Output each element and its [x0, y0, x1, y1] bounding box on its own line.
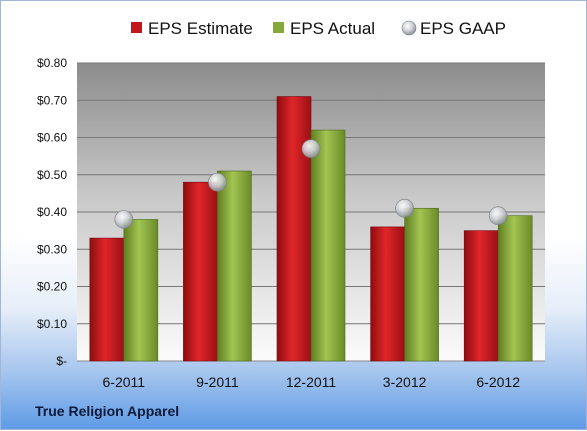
legend-swatch-estimate — [131, 22, 142, 33]
y-axis: $- $0.10 $0.20 $0.30 $0.40 $0.50 $0.60 $0.70 $0.… — [37, 56, 67, 368]
x-tick-label: 6-2011 — [103, 374, 146, 390]
legend-label: EPS Estimate — [148, 19, 253, 38]
marker-eps-gaap — [395, 198, 414, 218]
y-tick-label: $0.50 — [37, 168, 67, 182]
bars — [89, 96, 533, 362]
bar-eps-estimate — [463, 230, 499, 362]
legend-label: EPS GAAP — [420, 19, 506, 38]
x-tick-label: 9-2011 — [196, 374, 239, 390]
bar-eps-estimate — [183, 181, 218, 362]
y-tick-label: $0.60 — [37, 131, 67, 145]
x-axis: 6-2011 9-2011 12-2011 3-2012 6-2012 — [103, 374, 521, 390]
y-tick-label: $- — [56, 354, 67, 368]
marker-eps-gaap — [114, 210, 134, 229]
bar-eps-actual — [310, 129, 346, 362]
legend-label: EPS Actual — [290, 19, 375, 38]
bar-eps-actual — [497, 215, 533, 362]
bar-eps-estimate — [276, 96, 312, 362]
x-tick-label: 6-2012 — [476, 374, 520, 390]
y-tick-label: $0.70 — [37, 93, 67, 107]
y-tick-label: $0.80 — [37, 56, 67, 70]
bar-eps-actual — [217, 170, 252, 362]
x-tick-label: 12-2011 — [286, 374, 337, 390]
legend-swatch-gaap — [401, 20, 417, 36]
legend-swatch-actual — [273, 22, 284, 33]
y-tick-label: $0.10 — [37, 317, 67, 331]
gaap-markers — [114, 139, 508, 229]
y-tick-label: $0.20 — [37, 280, 67, 294]
chart-legend: EPS Estimate EPS Actual EPS GAAP — [131, 19, 506, 38]
marker-eps-gaap — [488, 206, 508, 226]
bar-eps-estimate — [89, 237, 125, 362]
y-tick-label: $0.40 — [37, 205, 67, 219]
marker-eps-gaap — [301, 139, 321, 159]
company-label: True Religion Apparel — [35, 403, 180, 419]
y-tick-label: $0.30 — [37, 242, 67, 256]
bar-eps-estimate — [370, 226, 405, 362]
bar-eps-actual — [404, 207, 439, 362]
bar-eps-actual — [123, 219, 159, 362]
x-tick-label: 3-2012 — [383, 374, 427, 390]
marker-eps-gaap — [208, 172, 227, 192]
